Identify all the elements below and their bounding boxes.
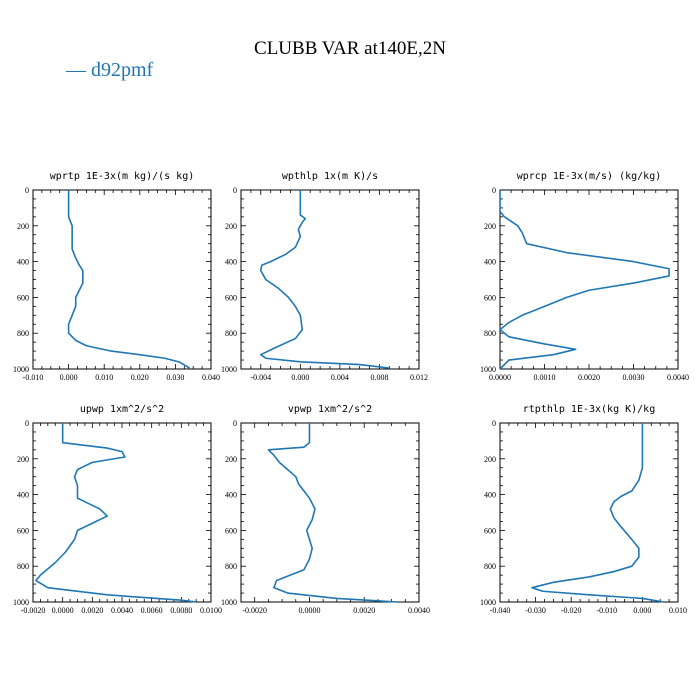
series-line [67, 190, 191, 369]
y-tick-label: 0 [25, 186, 29, 195]
y-tick-label: 600 [484, 293, 496, 302]
x-tick-label: 0.0100 [200, 606, 222, 615]
x-tick-label: 0.0040 [408, 606, 430, 615]
y-tick-label: 600 [225, 526, 237, 535]
y-tick-label: 600 [225, 293, 237, 302]
x-tick-label: -0.0020 [242, 606, 267, 615]
y-tick-label: 1000 [13, 365, 29, 374]
y-tick-label: 800 [484, 562, 496, 571]
x-tick-label: -0.020 [561, 606, 582, 615]
axes-frame [499, 422, 679, 603]
panel-title: vpwp 1xm^2/s^2 [288, 404, 372, 415]
y-tick-label: 400 [225, 258, 237, 267]
chart-panel: wprcp 1E-3x(m/s) (kg/kg) 0 200 400 600 800 100… [480, 171, 689, 382]
x-tick-label: -0.030 [525, 606, 546, 615]
y-tick-label: 200 [225, 455, 237, 464]
panels-container: wprtp 1E-3x(m kg)/(s kg) 0 200 400 600 800 100… [13, 171, 689, 615]
y-tick-label: 0 [233, 419, 237, 428]
series-line [267, 423, 398, 603]
panel-title: wprtp 1E-3x(m kg)/(s kg) [50, 171, 195, 182]
y-tick-label: 400 [484, 491, 496, 500]
y-tick-label: 600 [484, 526, 496, 535]
chart-panel: wpthlp 1x(m K)/s 0 200 400 600 800 1000 -0.004 0… [221, 171, 428, 382]
axes-frame [240, 189, 420, 370]
x-tick-label: 0.040 [202, 373, 220, 382]
chart-panel: vpwp 1xm^2/s^2 0 200 400 600 800 1000 -0.0020 0.… [221, 404, 430, 615]
x-tick-label: 0.0080 [170, 606, 192, 615]
x-tick-label: 0.0010 [534, 373, 556, 382]
y-tick-label: 1000 [221, 365, 237, 374]
x-tick-label: -0.0020 [21, 606, 46, 615]
x-tick-label: 0.0020 [353, 606, 375, 615]
series-line [499, 190, 670, 370]
panel-title: upwp 1xm^2/s^2 [80, 404, 164, 415]
x-tick-label: 0.012 [410, 373, 428, 382]
y-tick-label: 1000 [480, 598, 496, 607]
x-tick-label: 0.010 [669, 606, 687, 615]
y-tick-label: 400 [225, 491, 237, 500]
y-tick-label: 600 [17, 526, 29, 535]
y-tick-label: 200 [17, 222, 29, 231]
y-tick-label: 400 [17, 491, 29, 500]
y-tick-label: 200 [225, 222, 237, 231]
x-tick-label: 0.000 [291, 373, 309, 382]
x-tick-label: -0.040 [490, 606, 511, 615]
x-tick-label: 0.0040 [111, 606, 133, 615]
panel-title: wpthlp 1x(m K)/s [282, 171, 378, 182]
x-tick-label: 0.020 [131, 373, 149, 382]
y-tick-label: 600 [17, 293, 29, 302]
y-tick-label: 400 [17, 258, 29, 267]
x-tick-label: 0.0000 [489, 373, 511, 382]
axes-frame [32, 422, 212, 603]
chart-panel: upwp 1xm^2/s^2 0 200 400 600 800 1000-0.0020 0.… [13, 404, 222, 615]
series-line [531, 423, 664, 603]
y-tick-label: 800 [17, 562, 29, 571]
legend-entry: — d92pmf [65, 59, 154, 81]
y-tick-label: 1000 [480, 365, 496, 374]
y-tick-label: 400 [484, 258, 496, 267]
y-tick-label: 800 [484, 329, 496, 338]
legend-label: d92pmf [91, 59, 154, 81]
series-line [259, 190, 390, 369]
x-tick-label: 0.0020 [578, 373, 600, 382]
axes-frame [32, 189, 212, 370]
x-tick-label: -0.010 [596, 606, 617, 615]
legend-line-marker: — [65, 59, 87, 81]
x-tick-label: 0.0000 [298, 606, 320, 615]
y-tick-label: 800 [225, 329, 237, 338]
y-tick-label: 800 [17, 329, 29, 338]
chart-panel: wprtp 1E-3x(m kg)/(s kg) 0 200 400 600 800 100… [13, 171, 220, 382]
y-tick-label: 200 [484, 222, 496, 231]
y-tick-label: 0 [492, 419, 496, 428]
x-tick-label: 0.0040 [667, 373, 689, 382]
y-tick-label: 200 [484, 455, 496, 464]
y-tick-label: 1000 [221, 598, 237, 607]
x-tick-label: 0.004 [331, 373, 349, 382]
x-tick-label: 0.0060 [141, 606, 163, 615]
x-tick-label: 0.0000 [52, 606, 74, 615]
x-tick-label: 0.000 [633, 606, 651, 615]
x-tick-label: -0.004 [250, 373, 271, 382]
x-tick-label: 0.030 [166, 373, 184, 382]
x-tick-label: 0.000 [60, 373, 78, 382]
y-tick-label: 0 [25, 419, 29, 428]
y-tick-label: 1000 [13, 598, 29, 607]
series-line [35, 423, 197, 603]
y-tick-label: 0 [492, 186, 496, 195]
x-tick-label: -0.010 [23, 373, 44, 382]
chart-panel: rtpthlp 1E-3x(kg K)/kg02004006008001000-… [480, 404, 687, 615]
x-tick-label: 0.008 [370, 373, 388, 382]
y-tick-label: 0 [233, 186, 237, 195]
y-tick-label: 200 [17, 455, 29, 464]
x-tick-label: 0.0020 [81, 606, 103, 615]
panel-title: wprcp 1E-3x(m/s) (kg/kg) [517, 171, 662, 182]
figure-title: CLUBB VAR at140E,2N [254, 38, 446, 59]
panel-title: rtpthlp 1E-3x(kg K)/kg [523, 404, 655, 415]
x-tick-label: 0.0030 [623, 373, 645, 382]
legend: — d92pmf [65, 59, 154, 81]
y-tick-label: 800 [225, 562, 237, 571]
x-tick-label: 0.010 [95, 373, 113, 382]
